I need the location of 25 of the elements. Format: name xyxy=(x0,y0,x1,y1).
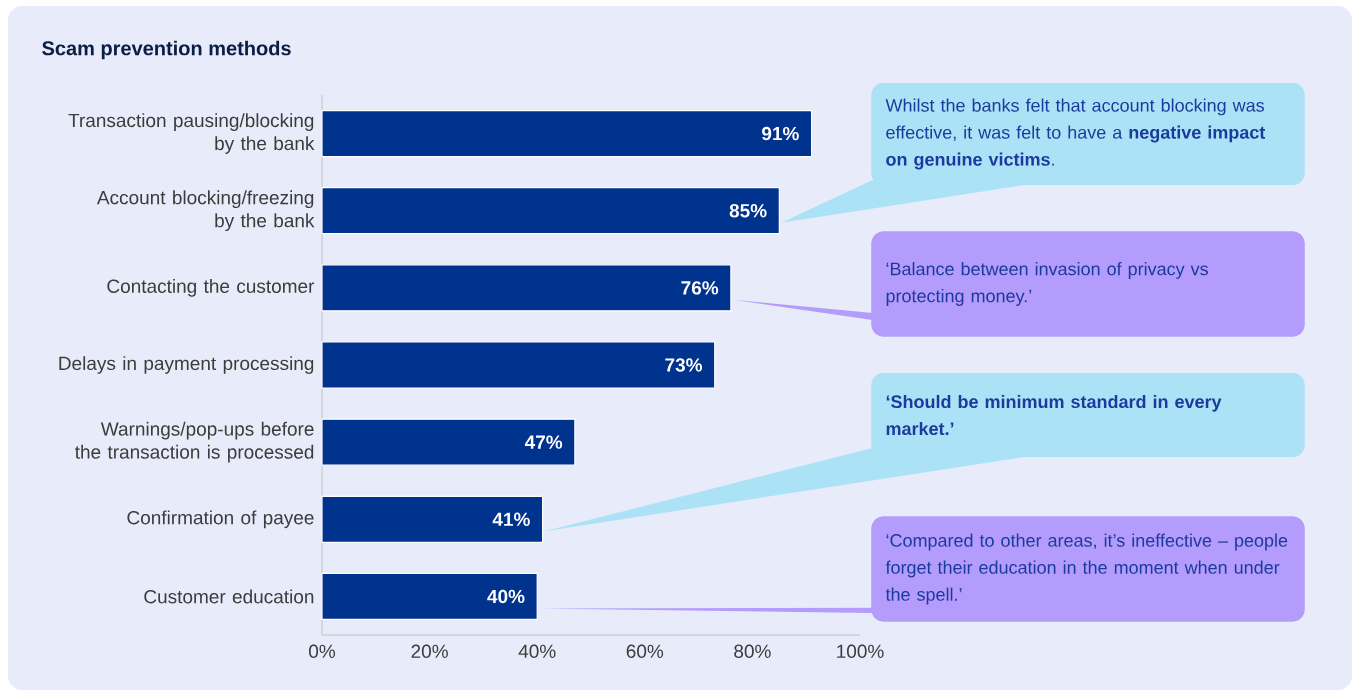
text: Whilst the banks felt that account blocking was effective, it was felt to have a negative impact on genuine victims. xyxy=(885,98,1266,170)
text: ‘Compared to other areas, it’s ineffective – people forget their education in the moment when under the spell.’ xyxy=(885,533,1288,605)
y-tick-label: Warnings/pop-ups before the transaction is processed xyxy=(75,421,314,463)
y-tick-label: Transaction pausing/blocking by the bank xyxy=(68,113,315,154)
data-label: 76% xyxy=(681,281,719,295)
y-tick-label: Delays in payment processing xyxy=(59,356,314,374)
text: ‘Should be minimum standard in every market.’ xyxy=(886,394,1222,436)
data-label: 40% xyxy=(487,589,525,604)
x-tick-label: 0% xyxy=(309,644,336,658)
data-label: 91% xyxy=(762,126,799,141)
chart-title: Scam prevention methods xyxy=(42,40,291,60)
y-tick-label: Contacting the customer xyxy=(107,279,315,297)
y-tick-label: Customer education xyxy=(144,589,314,604)
data-label: 85% xyxy=(729,203,767,218)
data-label: 73% xyxy=(665,358,703,372)
y-tick-label: Account blocking/freezing by the bank xyxy=(96,190,315,232)
x-tick-label: 60% xyxy=(626,644,664,658)
data-label: 41% xyxy=(492,512,530,526)
x-tick-label: 40% xyxy=(518,644,556,658)
y-tick-label: Confirmation of payee xyxy=(127,510,314,529)
x-tick-label: 100% xyxy=(837,644,884,658)
x-tick-label: 20% xyxy=(411,644,448,658)
data-label: 47% xyxy=(524,435,563,449)
x-tick-label: 80% xyxy=(734,644,771,658)
text: ‘Balance between invasion of privacy vs protecting money.’ xyxy=(886,262,1208,306)
